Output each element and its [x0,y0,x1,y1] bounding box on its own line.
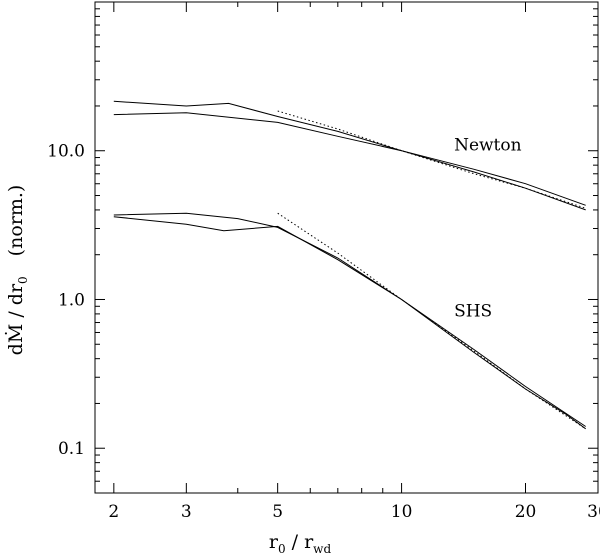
series-line-5 [113,216,586,430]
series-layer [113,100,586,430]
series-line-2 [113,112,586,211]
x-tick-labels: 2 3 5 10 20 30 [108,502,600,522]
x-axis-label: r0 / rwd [269,531,332,556]
annotation-shs: SHS [454,301,492,321]
plot-frame [94,1,599,494]
y-tick-label: 0.1 [58,439,85,459]
x-tick-label: 10 [391,502,413,522]
x-tick-label: 5 [272,502,283,522]
x-tick-label: 20 [515,502,537,522]
y-tick-label: 1.0 [58,290,85,310]
series-line-4 [113,212,586,427]
x-tick-label: 30 [587,502,600,522]
x-tick-label: 3 [181,502,192,522]
series-line-3 [277,110,586,209]
y-tick-labels: 0.1 1.0 10.0 [47,142,85,459]
y-axis-label: dṀ / dr0(norm.) [4,185,30,356]
y-tick-label: 10.0 [47,142,85,162]
annotation-newton: Newton [454,136,522,156]
annotations: Newton SHS [454,136,522,322]
axis-ticks [95,2,599,494]
series-line-1 [113,100,586,206]
x-tick-label: 2 [108,502,119,522]
series-line-6 [277,212,586,430]
